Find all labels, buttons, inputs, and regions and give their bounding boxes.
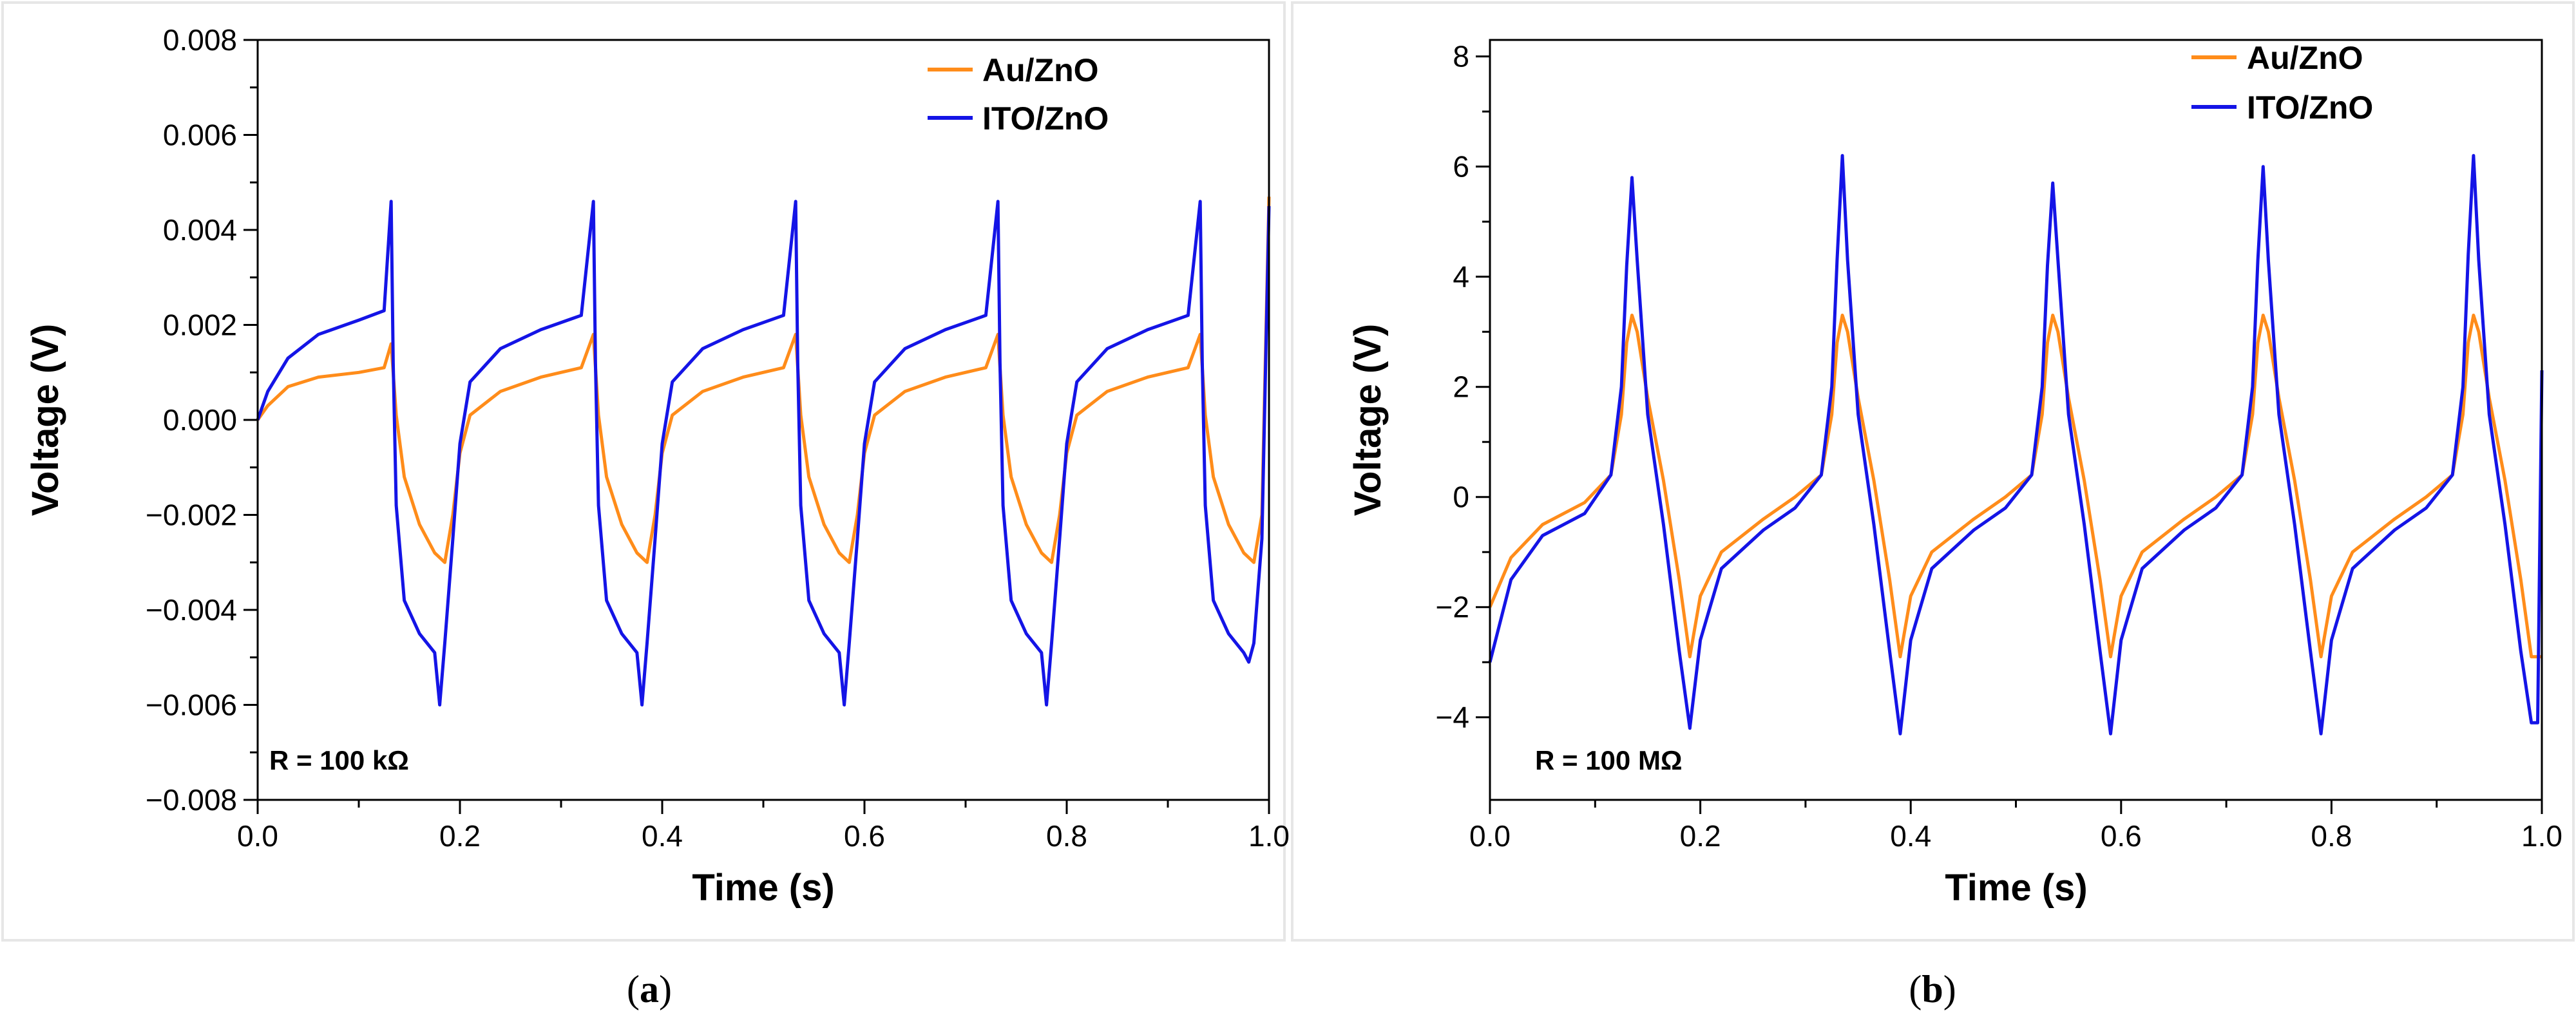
caption-b-letter: b — [1922, 968, 1943, 1010]
chart-a-x-axis-title: Time (s) — [692, 867, 834, 909]
chart-b-resistance-annotation: R = 100 MΩ — [1535, 745, 1683, 775]
chart-a-y-tick-label: 0.008 — [163, 23, 237, 57]
chart-a-resistance-annotation: R = 100 kΩ — [269, 745, 409, 775]
panel-b-frame — [1291, 1, 2575, 942]
chart-a-y-tick-label: 0.000 — [163, 403, 237, 437]
chart-b-x-tick-label: 0.0 — [1469, 819, 1511, 853]
caption-a-letter: a — [640, 968, 659, 1010]
chart-a-ticks: 0.0 0.2 0.4 0.6 0.8 1.0 −0.008 −0.006 −0.004 −0.0… — [146, 23, 1290, 853]
chart-a-y-axis-title: Voltage (V) — [24, 324, 66, 516]
chart-b-x-tick-label: 0.4 — [1890, 819, 1931, 853]
chart-a-y-tick-label: −0.008 — [146, 783, 237, 817]
chart-a-series-layer — [256, 196, 1271, 706]
panel-a-frame — [1, 1, 1286, 942]
chart-b-series-au-zno-line — [1488, 314, 2542, 659]
chart-a-legend-label-ito: ITO/ZnO — [982, 100, 1109, 137]
caption-a: (a) — [627, 968, 672, 1010]
chart-a-series-au-zno-line — [256, 196, 1271, 564]
chart-a-x-tick-label: 0.6 — [844, 819, 885, 853]
chart-b-legend-label-au: Au/ZnO — [2247, 40, 2363, 76]
chart-b-y-tick-label: 0 — [1453, 480, 1469, 514]
chart-b-legend-label-ito: ITO/ZnO — [2247, 90, 2373, 126]
chart-a-x-tick-label: 0.0 — [237, 819, 278, 853]
caption-b-open: ( — [1909, 968, 1922, 1010]
chart-b-x-axis-title: Time (s) — [1945, 867, 2087, 909]
chart-a-x-tick-label: 0.8 — [1046, 819, 1087, 853]
chart-b-y-tick-label: −4 — [1436, 701, 1469, 734]
chart-a-legend-label-au: Au/ZnO — [982, 52, 1099, 88]
caption-b-close: ) — [1943, 968, 1956, 1010]
chart-a-legend: Au/ZnO ITO/ZnO — [928, 52, 1109, 137]
chart-b-x-tick-label: 0.8 — [2311, 819, 2352, 853]
chart-a-y-tick-label: −0.006 — [146, 688, 237, 722]
chart-b-y-tick-label: 4 — [1453, 260, 1469, 294]
caption-a-open: ( — [627, 968, 640, 1010]
chart-b-y-axis-title: Voltage (V) — [1347, 324, 1389, 516]
chart-a-y-tick-label: −0.004 — [146, 593, 237, 627]
chart-a-x-tick-label: 1.0 — [1248, 819, 1290, 853]
caption-b: (b) — [1909, 968, 1956, 1010]
chart-a-plot-area — [256, 39, 1270, 801]
chart-a: 0.0 0.2 0.4 0.6 0.8 1.0 −0.008 −0.006 −0.004 −0.0… — [24, 23, 1290, 909]
chart-a-y-tick-label: 0.004 — [163, 213, 237, 247]
chart-b-ticks: 0.0 0.2 0.4 0.6 0.8 1.0 −4 −2 0 2 4 6 8 — [1436, 40, 2562, 853]
chart-a-y-tick-label: 0.006 — [163, 118, 237, 152]
chart-b-series-ito-zno-line — [1488, 154, 2544, 735]
chart-a-y-tick-label: −0.002 — [146, 498, 237, 532]
chart-a-x-tick-label: 0.2 — [439, 819, 481, 853]
caption-a-close: ) — [659, 968, 672, 1010]
chart-b-series-layer — [1488, 154, 2544, 735]
chart-b-y-tick-label: 8 — [1453, 40, 1469, 73]
chart-b-x-tick-label: 0.2 — [1680, 819, 1721, 853]
chart-b-x-tick-label: 0.6 — [2101, 819, 2142, 853]
chart-b-y-tick-label: −2 — [1436, 591, 1469, 624]
chart-a-x-tick-label: 0.4 — [642, 819, 683, 853]
chart-b-y-tick-label: 6 — [1453, 150, 1469, 184]
chart-a-series-ito-zno-line — [256, 200, 1271, 706]
chart-b-legend: Au/ZnO ITO/ZnO — [2191, 40, 2373, 126]
chart-b-x-tick-label: 1.0 — [2521, 819, 2562, 853]
chart-a-y-tick-label: 0.002 — [163, 308, 237, 342]
chart-b-y-tick-label: 2 — [1453, 370, 1469, 404]
